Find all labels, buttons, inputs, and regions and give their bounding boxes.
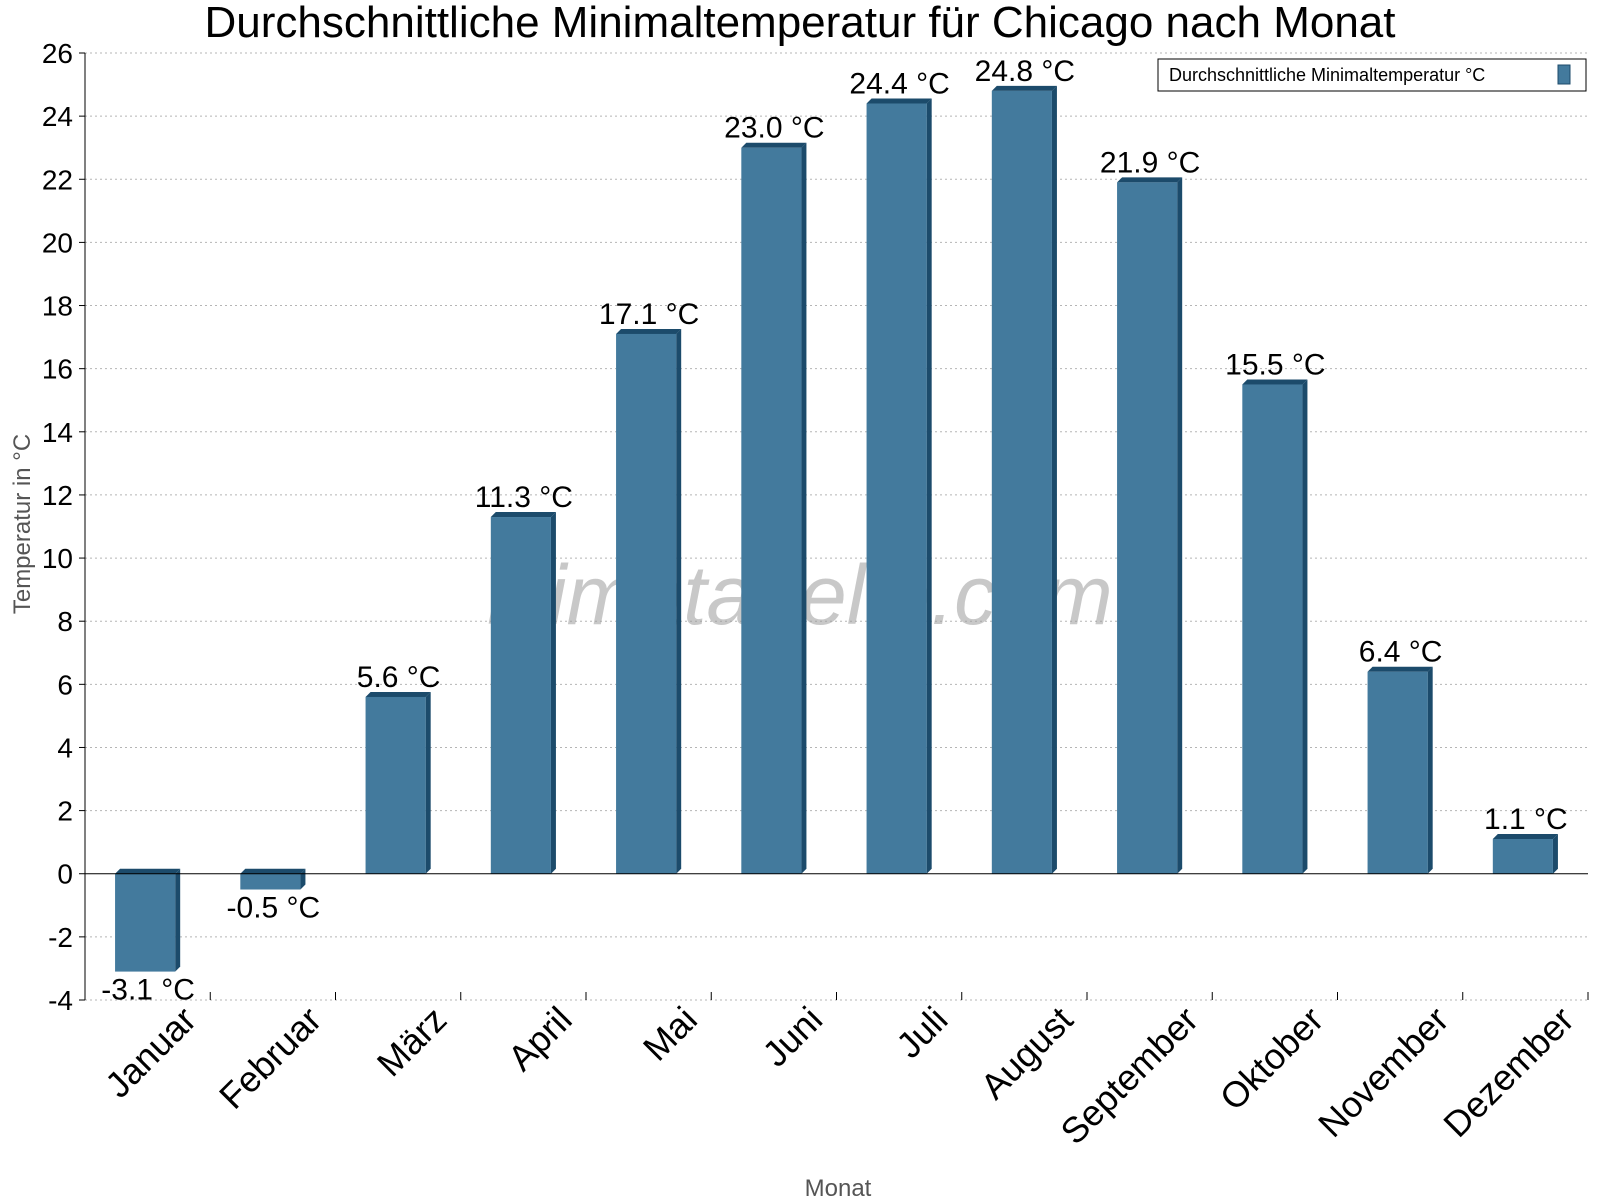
bar-front — [490, 517, 551, 874]
y-tick-label: 2 — [57, 796, 73, 827]
x-tick-label: März — [369, 999, 455, 1085]
data-label: 17.1 °C — [599, 298, 699, 331]
bar-front — [866, 103, 927, 874]
x-tick-label: Juni — [754, 999, 830, 1075]
bar-top — [240, 868, 306, 874]
bar-front — [741, 147, 802, 874]
bar-side — [676, 328, 682, 874]
bar-september — [1117, 177, 1183, 874]
y-tick-label: -2 — [48, 922, 73, 953]
bar-front — [240, 873, 301, 890]
y-tick-label: 6 — [57, 669, 73, 700]
data-labels: -3.1 °C -0.5 °C 5.6 °C 11.3 °C 17.1 °C 23.0 °… — [101, 55, 1567, 1007]
bar-side — [1552, 834, 1558, 874]
bar-front — [1492, 839, 1553, 874]
x-tick-label: Mai — [635, 999, 705, 1069]
bar-side — [550, 512, 556, 874]
y-tick-label: 16 — [42, 354, 73, 385]
bar-november — [1367, 666, 1433, 874]
y-tick-label: 12 — [42, 480, 73, 511]
bar-top — [490, 512, 556, 518]
data-label: -0.5 °C — [227, 892, 321, 925]
bar-top — [1367, 666, 1433, 672]
x-tick-label: August — [972, 999, 1080, 1107]
bar-side — [1051, 85, 1057, 874]
x-tick-label: Februar — [211, 999, 329, 1117]
legend-box — [1157, 58, 1587, 92]
data-label: 1.1 °C — [1484, 803, 1568, 836]
grid-lines — [85, 52, 1588, 1001]
bar-front — [115, 873, 176, 972]
bar-april — [490, 512, 556, 874]
x-axis-label: Monat — [805, 1175, 872, 1200]
bar-juni — [741, 142, 807, 874]
y-tick-label: 8 — [57, 606, 73, 637]
x-tick-label: Januar — [97, 999, 204, 1106]
bar-side — [926, 98, 932, 874]
y-tick-label: 20 — [42, 227, 73, 258]
bar-front — [1367, 671, 1428, 874]
data-label: 21.9 °C — [1100, 146, 1200, 179]
data-label: 11.3 °C — [475, 481, 573, 514]
bar-juli — [866, 98, 932, 874]
data-label: 24.8 °C — [975, 55, 1075, 88]
bar-side — [1177, 177, 1183, 874]
y-tick-label: 24 — [42, 101, 73, 132]
data-label: 23.0 °C — [724, 112, 824, 145]
chart-title: Durchschnittliche Minimaltemperatur für … — [205, 0, 1396, 47]
bar-top — [991, 85, 1057, 91]
data-label: 6.4 °C — [1359, 636, 1443, 669]
bar-mai — [616, 328, 682, 874]
data-label: -3.1 °C — [101, 974, 195, 1007]
bar-front — [616, 333, 677, 874]
x-tick-label: November — [1310, 999, 1456, 1145]
bar-top — [1492, 834, 1558, 840]
bar-januar — [115, 868, 181, 972]
legend-swatch — [1557, 64, 1571, 85]
bar-dezember — [1492, 834, 1558, 874]
bar-top — [616, 328, 682, 334]
x-tick-label: Oktober — [1212, 999, 1332, 1119]
bar-front — [365, 696, 426, 874]
bar-märz — [365, 691, 431, 874]
data-label: 15.5 °C — [1225, 348, 1325, 381]
bar-top — [741, 142, 807, 148]
bar-side — [1302, 379, 1308, 874]
bars — [115, 85, 1558, 972]
bar-oktober — [1242, 379, 1308, 874]
x-tick-label: April — [500, 999, 580, 1079]
x-tick-label: Dezember — [1435, 999, 1581, 1145]
y-tick-label: -4 — [48, 985, 73, 1016]
bar-februar — [240, 868, 306, 890]
bar-top — [866, 98, 932, 104]
bar-top — [365, 691, 431, 697]
y-tick-label: 0 — [57, 859, 73, 890]
bar-side — [1427, 666, 1433, 874]
bar-top — [1242, 379, 1308, 385]
x-tick-label: September — [1052, 999, 1206, 1153]
bar-side — [801, 142, 807, 874]
bar-front — [991, 90, 1052, 874]
bar-top — [1117, 177, 1183, 183]
y-tick-label: 22 — [42, 164, 73, 195]
y-axis-label: Temperatur in °C — [9, 434, 36, 614]
y-tick-label: 14 — [42, 417, 73, 448]
y-tick-label: 26 — [42, 38, 73, 69]
y-tick-label: 10 — [42, 543, 73, 574]
legend-label: Durchschnittliche Minimaltemperatur °C — [1169, 65, 1485, 85]
y-tick-label: 4 — [57, 732, 73, 763]
bar-front — [1117, 182, 1178, 874]
bar-top — [115, 868, 181, 874]
bar-august — [991, 85, 1057, 874]
bar-front — [1242, 384, 1303, 874]
bar-side — [425, 691, 431, 874]
data-label: 5.6 °C — [357, 661, 441, 694]
data-label: 24.4 °C — [849, 68, 949, 101]
y-tick-label: 18 — [42, 291, 73, 322]
legend: Durchschnittliche Minimaltemperatur °C — [1157, 58, 1587, 92]
x-tick-label: Juli — [888, 999, 955, 1066]
bar-side — [175, 868, 181, 972]
